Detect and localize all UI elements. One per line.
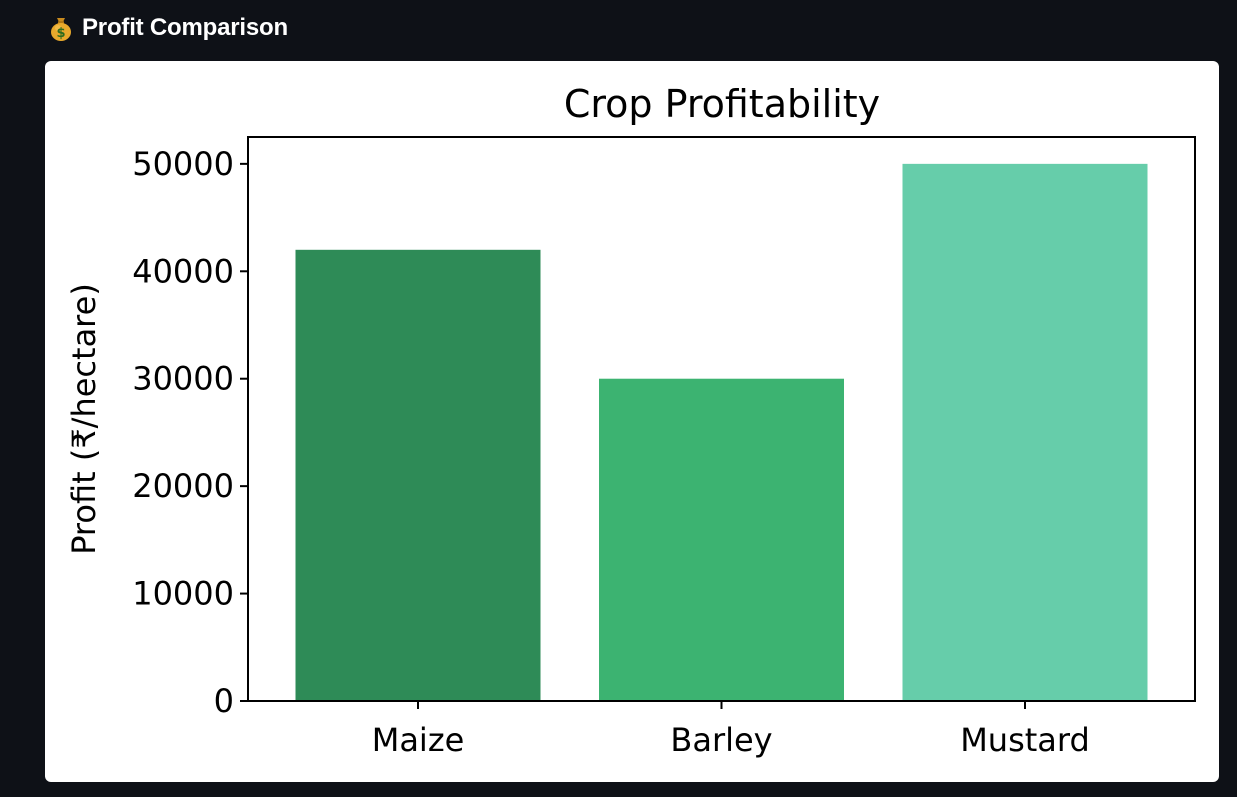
- money-bag-icon: $: [51, 18, 71, 41]
- x-tick-label: Barley: [670, 721, 772, 759]
- bar-chart: Crop Profitability 0 10000 20000 30000 40000…: [65, 82, 1196, 759]
- section-header: $ Profit Comparison: [48, 10, 288, 46]
- bar-mustard: [902, 163, 1148, 701]
- bars-group: [295, 163, 1148, 702]
- y-tick-label: 10000: [132, 575, 234, 613]
- bar-maize: [295, 249, 541, 702]
- x-tick-label: Maize: [372, 721, 465, 759]
- y-tick-label: 50000: [132, 145, 234, 183]
- y-tick-label: 30000: [132, 360, 234, 398]
- bar-barley: [599, 378, 844, 701]
- y-axis-ticks: 0 10000 20000 30000 40000 50000: [132, 145, 248, 720]
- x-tick-label: Mustard: [960, 721, 1090, 759]
- section-title: Profit Comparison: [82, 14, 288, 41]
- x-axis-ticks: Maize Barley Mustard: [372, 701, 1090, 759]
- y-axis-label: Profit (₹/hectare): [65, 283, 103, 555]
- y-tick-label: 40000: [132, 252, 234, 290]
- svg-text:$: $: [56, 26, 65, 41]
- chart-card: Crop Profitability 0 10000 20000 30000 40000…: [45, 61, 1219, 782]
- y-tick-label: 20000: [132, 467, 234, 505]
- chart-title: Crop Profitability: [564, 82, 880, 126]
- y-tick-label: 0: [214, 682, 234, 720]
